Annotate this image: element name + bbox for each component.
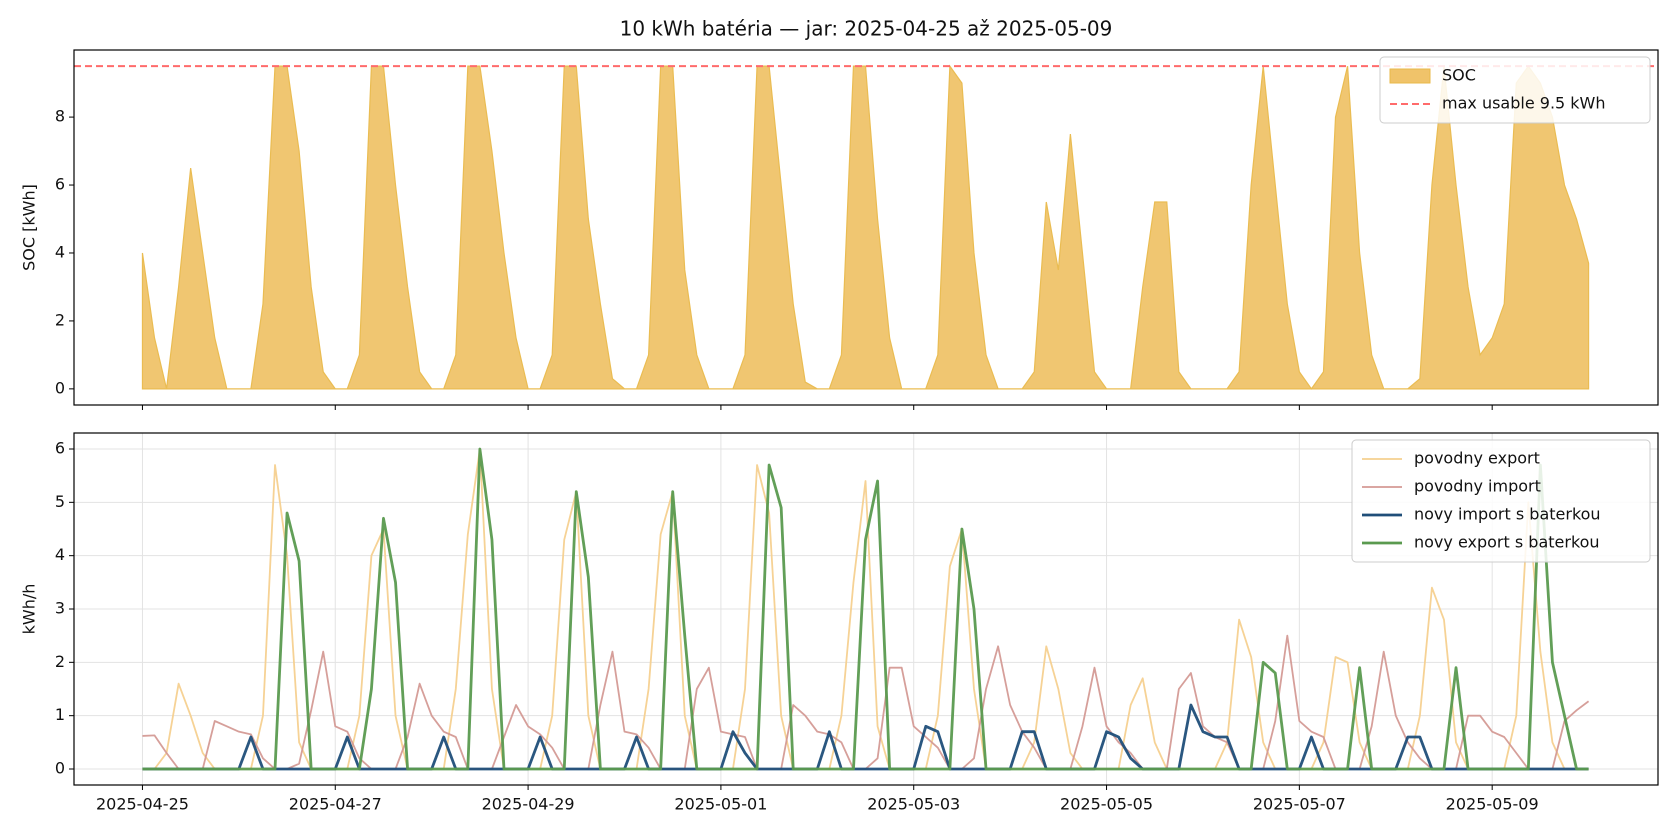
y-tick-label: 5 xyxy=(55,492,65,511)
x-tick-label: 2025-05-09 xyxy=(1446,795,1539,814)
line xyxy=(142,447,1589,771)
y-tick-label: 4 xyxy=(55,242,65,261)
x-tick-label: 2025-04-25 xyxy=(96,795,189,814)
legend: SOC max usable 9.5 kWh xyxy=(1379,56,1651,124)
y-tick-label: 3 xyxy=(55,599,65,618)
x-tick-label: 2025-04-27 xyxy=(289,795,382,814)
legend-label: max usable 9.5 kWh xyxy=(1442,94,1606,113)
axes-frame xyxy=(73,49,1659,406)
legend-label: povodny export xyxy=(1414,449,1540,468)
x-tick-label: 2025-05-07 xyxy=(1253,795,1346,814)
y-axis-label: SOC [kWh] xyxy=(20,184,39,271)
line xyxy=(142,634,1590,770)
legend-label: povodny import xyxy=(1414,477,1541,496)
y-axis-label: kWh/h xyxy=(20,584,39,635)
x-tick-label: 2025-05-01 xyxy=(674,795,767,814)
legend-label: novy import s baterkou xyxy=(1414,505,1601,524)
y-tick-label: 8 xyxy=(55,107,65,126)
axes-frame xyxy=(73,432,1659,786)
legend-label: novy export s baterkou xyxy=(1414,533,1600,552)
y-tick-label: 2 xyxy=(55,652,65,671)
y-tick-label: 2 xyxy=(55,310,65,329)
x-tick-label: 2025-05-05 xyxy=(1060,795,1153,814)
y-tick-label: 6 xyxy=(55,175,65,194)
y-tick-label: 4 xyxy=(55,545,65,564)
y-tick-label: 6 xyxy=(55,439,65,458)
area xyxy=(141,64,1590,390)
legend-label: SOC xyxy=(1442,66,1476,85)
legend-swatch xyxy=(1389,68,1431,84)
x-tick-label: 2025-04-29 xyxy=(482,795,575,814)
y-tick-label: 0 xyxy=(55,759,65,778)
legend-box xyxy=(1379,56,1651,124)
panel: 10 kWh batéria — jar: 2025-04-25 až 2025… xyxy=(20,17,1659,410)
x-tick-label: 2025-05-03 xyxy=(867,795,960,814)
y-tick-label: 1 xyxy=(55,705,65,724)
chart-title: 10 kWh batéria — jar: 2025-04-25 až 2025… xyxy=(620,17,1113,41)
legend: povodny export povodny import novy import … xyxy=(1351,439,1651,563)
legend-box xyxy=(1351,439,1651,563)
y-tick-label: 0 xyxy=(55,378,65,397)
panel: kWh/h 0 1 2 3 4 5 6 2025-04-25 2025-04-27 2025-04-… xyxy=(20,432,1659,814)
